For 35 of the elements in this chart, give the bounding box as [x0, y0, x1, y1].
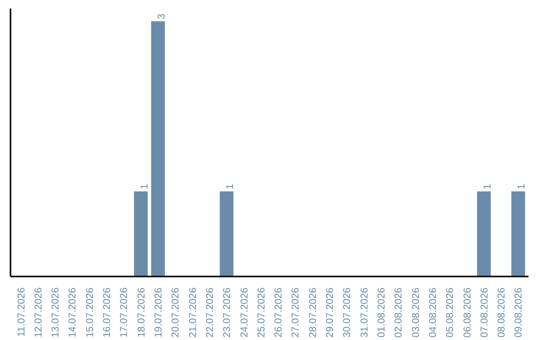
x-tick-label: 05.08.2026 — [445, 287, 456, 338]
x-tick-label: 15.07.2026 — [84, 287, 96, 338]
x-tick-label: 16.07.2026 — [102, 287, 114, 338]
x-tick-label: 14.07.2026 — [68, 287, 79, 338]
x-tick-label: 09.08.2026 — [514, 287, 525, 338]
x-tick-label: 23.07.2026 — [222, 287, 234, 338]
x-tick-label: 02.08.2026 — [394, 287, 405, 338]
x-tick-label: 25.07.2026 — [256, 287, 268, 338]
x-tick-label: 27.07.2026 — [290, 287, 302, 338]
x-tick-label: 13.07.2026 — [50, 287, 62, 338]
x-tick-label: 24.07.2026 — [239, 287, 250, 338]
data-label: 1 — [139, 183, 150, 190]
x-tick-label: 20.07.2026 — [170, 287, 182, 338]
x-tick-label: 22.07.2026 — [204, 287, 216, 338]
data-label: 3 — [156, 13, 168, 20]
x-tick-label: 01.08.2026 — [376, 287, 388, 338]
data-label: 1 — [516, 183, 528, 190]
data-label: 1 — [482, 183, 494, 190]
x-tick-label: 04.08.2026 — [428, 287, 439, 338]
x-tick-label: 11.07.2026 — [16, 287, 28, 337]
x-tick-label: 12.07.2026 — [33, 287, 44, 338]
x-tick-label: 19.07.2026 — [154, 287, 165, 338]
x-tick-label: 08.08.2026 — [496, 287, 508, 338]
x-tick-label: 17.07.2026 — [119, 287, 130, 338]
x-tick-label: 29.07.2026 — [325, 287, 336, 338]
x-tick-label: 06.08.2026 — [462, 287, 474, 338]
x-tick-label: 26.07.2026 — [274, 287, 285, 338]
x-tick-label: 28.07.2026 — [308, 287, 319, 338]
data-label: 1 — [225, 183, 236, 190]
x-tick-label: 21.07.2026 — [188, 287, 199, 338]
x-tick-label: 18.07.2026 — [136, 287, 148, 338]
x-tick-label: 30.07.2026 — [342, 287, 354, 338]
x-tick-label: 03.08.2026 — [410, 287, 422, 338]
x-tick-label: 07.08.2026 — [479, 287, 490, 338]
x-tick-label: 31.07.2026 — [359, 287, 370, 338]
